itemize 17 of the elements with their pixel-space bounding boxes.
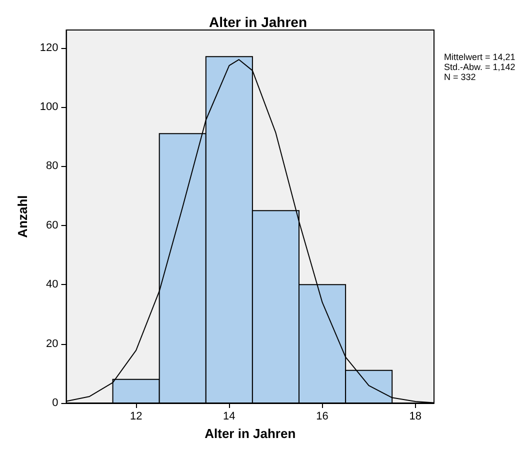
y-tick-label: 40 — [46, 278, 58, 291]
y-tick-label: 120 — [40, 42, 58, 54]
y-tick-label: 80 — [46, 160, 58, 172]
text: N = 332 — [444, 72, 476, 82]
y-tick-label: 100 — [40, 100, 58, 113]
y-tick-label: 60 — [46, 219, 58, 232]
y-axis-title: Anzahl — [15, 195, 30, 238]
text: Std.-Abw. = 1,142 — [444, 62, 516, 72]
chart-title: Alter in Jahren — [208, 14, 308, 30]
x-tick-label: 16 — [316, 410, 328, 422]
x-axis-title: Alter in Jahren — [204, 426, 296, 441]
text: Mittelwert = 14,21 — [444, 52, 516, 62]
x-tick-label: 12 — [130, 410, 142, 422]
y-tick-label: 20 — [46, 338, 58, 350]
y-tick-label: 0 — [52, 397, 58, 409]
x-tick-label: 18 — [409, 410, 422, 422]
x-tick-label: 14 — [223, 410, 236, 422]
